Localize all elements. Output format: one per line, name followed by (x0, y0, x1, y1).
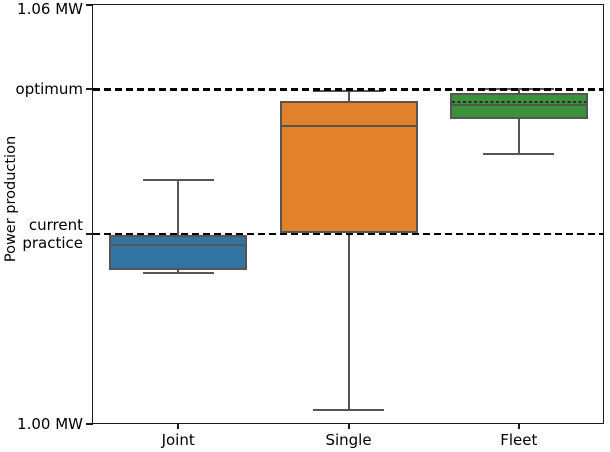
mean-fleet (451, 101, 586, 104)
y-tick-mark-3 (86, 423, 93, 425)
reference-line-current-practice (93, 233, 604, 236)
y-tick-mark-2 (86, 233, 93, 236)
whisker-cap-lower-joint (142, 272, 214, 275)
x-tick-mark-joint (177, 424, 180, 429)
median-fleet (451, 103, 586, 106)
reference-line-optimum (93, 88, 604, 91)
box-fleet (449, 92, 588, 119)
x-tick-mark-fleet (517, 424, 520, 429)
whisker-cap-lower-fleet (483, 152, 555, 155)
whisker-upper-fleet (517, 89, 520, 96)
y-tick-mark-0 (86, 4, 93, 6)
x-tick-label-fleet: Fleet (500, 431, 538, 449)
whisker-upper-single (347, 90, 350, 104)
median-joint (111, 244, 246, 247)
x-tick-label-joint: Joint (161, 431, 195, 449)
y-tick-mark-1 (86, 88, 93, 91)
y-tick-label-2: current practice (22, 216, 83, 253)
whisker-cap-lower-single (313, 409, 384, 412)
median-single (281, 124, 416, 127)
y-tick-label-1: optimum (15, 80, 83, 99)
whisker-cap-upper-joint (142, 179, 214, 182)
y-tick-label-3: 1.00 MW (17, 415, 83, 433)
y-tick-label-0: 1.06 MW (17, 0, 83, 18)
whisker-lower-fleet (517, 115, 520, 154)
x-tick-mark-single (347, 424, 350, 429)
x-tick-label-single: Single (325, 431, 372, 449)
whisker-cap-upper-single (313, 89, 384, 92)
box-joint (109, 234, 248, 271)
whisker-upper-joint (177, 180, 180, 238)
whisker-lower-single (347, 229, 350, 411)
box-single (279, 100, 418, 233)
